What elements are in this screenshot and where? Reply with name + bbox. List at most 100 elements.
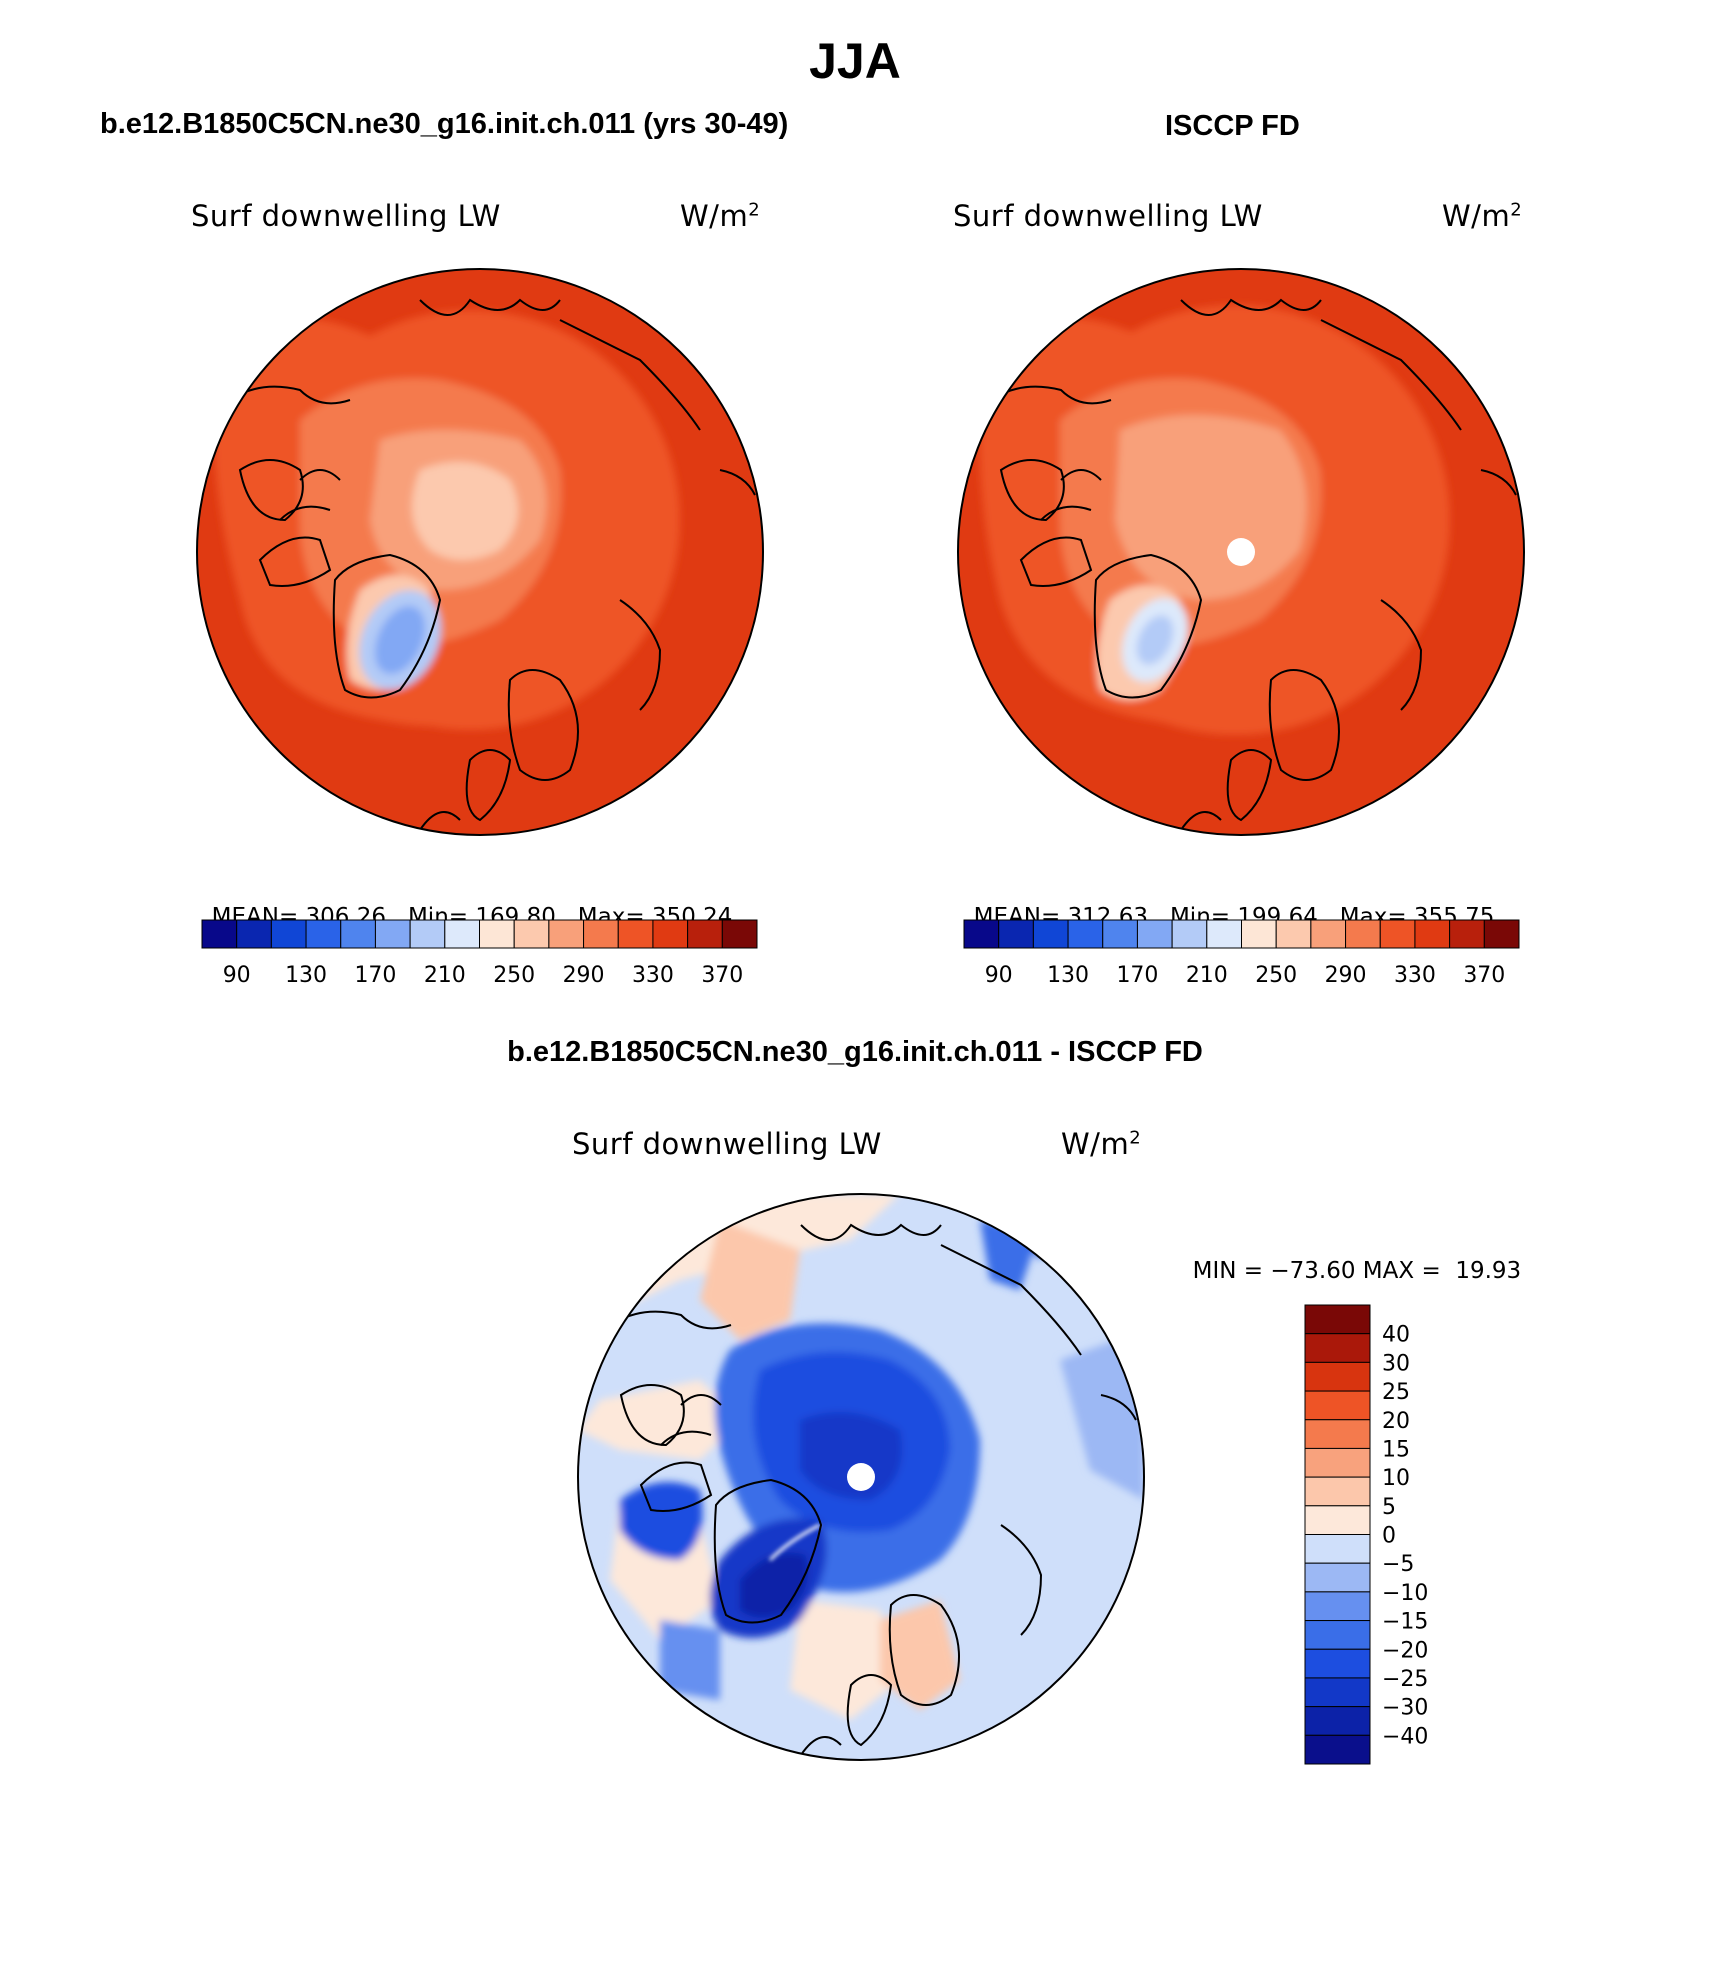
colorbar1-swatch [652, 919, 689, 949]
colorbar3-swatch [1304, 1562, 1371, 1593]
colorbar2-swatch [1275, 919, 1312, 949]
colorbar2-swatch [1102, 919, 1138, 949]
colorbar1-swatch [305, 919, 342, 949]
colorbar3-tick-label: 20 [1382, 1409, 1410, 1434]
map1-border [196, 268, 764, 836]
colorbar3-tick-label: −10 [1382, 1581, 1428, 1606]
colorbar1-swatch [236, 919, 272, 949]
colorbar2-swatch [998, 919, 1034, 949]
colorbar2-swatch [1032, 919, 1069, 949]
colorbar3-swatch [1304, 1333, 1371, 1363]
map1-field [197, 269, 763, 835]
colorbar3-tick-label: 15 [1382, 1437, 1410, 1462]
map-panel2 [957, 268, 1525, 836]
map-panel1 [196, 268, 764, 836]
colorbar1-tick-label: 170 [354, 963, 396, 988]
map2-border [957, 268, 1525, 836]
colorbar3-swatch [1304, 1476, 1371, 1507]
colorbar2-swatch [1136, 919, 1173, 949]
colorbar2-tick-label: 330 [1394, 963, 1436, 988]
map3-coastlines [610, 1223, 1137, 1756]
panel2-units-label: W/m2 [1442, 199, 1522, 233]
colorbar3-swatch [1304, 1620, 1371, 1650]
panel3-units-label: W/m2 [1061, 1127, 1141, 1161]
colorbar3-tick-label: 5 [1382, 1495, 1396, 1520]
colorbar-panel2: 90 130 170 210 250 290 330 370 [963, 919, 1520, 988]
colorbar2-tick-label: 90 [985, 963, 1013, 988]
colorbar-diff: 40 30 25 20 15 10 5 0 −5 −10 −15 −20 −25 −30 −40 [1304, 1304, 1428, 1765]
figure-title: JJA [809, 33, 901, 89]
colorbar1-tick-label: 210 [424, 963, 466, 988]
colorbar3-swatch [1304, 1706, 1371, 1736]
colorbar1-swatch [201, 919, 238, 949]
map3-pole-hole [847, 1463, 875, 1491]
colorbar1-tick-label: 250 [493, 963, 535, 988]
panel2-units: W/m [1442, 199, 1511, 233]
colorbar1-tick-label: 130 [285, 963, 327, 988]
panel3-max: 19.93 [1455, 1258, 1522, 1284]
panel3-variable-label: Surf downwelling LW [572, 1127, 882, 1161]
map3-border [577, 1193, 1145, 1761]
panel1-units-label: W/m2 [680, 199, 760, 233]
colorbar1-swatch [374, 919, 411, 949]
colorbar1-swatch [617, 919, 654, 949]
colorbar1-swatch [687, 919, 723, 949]
colorbar3-swatch [1304, 1677, 1371, 1708]
colorbar2-swatch [1449, 919, 1485, 949]
panel1-variable-label: Surf downwelling LW [191, 199, 501, 233]
colorbar1-swatch [583, 919, 619, 949]
panel2-variable-label: Surf downwelling LW [953, 199, 1263, 233]
map2-pole-hole [1227, 538, 1255, 566]
colorbar2-swatch [1310, 919, 1347, 949]
panel2-units-exp: 2 [1510, 199, 1523, 221]
colorbar1-tick-label: 90 [223, 963, 251, 988]
colorbar3-tick-label: 25 [1382, 1380, 1410, 1405]
panel3-min: −73.60 [1270, 1258, 1356, 1284]
colorbar3-swatch [1304, 1505, 1371, 1535]
colorbar3-tick-label: −25 [1382, 1667, 1428, 1692]
panel3-header: b.e12.B1850C5CN.ne30_g16.init.ch.011 - I… [507, 1036, 1203, 1068]
panel3-max-label: MAX = [1362, 1258, 1441, 1284]
colorbar3-swatch [1304, 1419, 1371, 1449]
colorbar3-tick-label: 10 [1382, 1466, 1410, 1491]
colorbar2-tick-label: 210 [1186, 963, 1228, 988]
panel3-stats: MIN = −73.60 MAX = 19.93 [1178, 1232, 1522, 1284]
colorbar1-swatch [409, 919, 446, 949]
colorbar3-swatch [1304, 1534, 1371, 1564]
colorbar1-tick-label: 370 [701, 963, 743, 988]
panel3-units: W/m [1061, 1127, 1130, 1161]
colorbar1-swatch [340, 919, 376, 949]
panel1-header: b.e12.B1850C5CN.ne30_g16.init.ch.011 (yr… [100, 108, 789, 140]
colorbar1-tick-label: 290 [563, 963, 605, 988]
colorbar3-swatch [1304, 1734, 1371, 1765]
colorbar3-tick-label: −40 [1382, 1724, 1428, 1749]
colorbar3-swatch [1304, 1390, 1371, 1421]
colorbar2-tick-label: 370 [1463, 963, 1505, 988]
colorbar3-tick-label: 30 [1382, 1351, 1410, 1376]
colorbar2-swatch [963, 919, 1000, 949]
colorbar1-swatch [721, 919, 758, 949]
colorbar1-swatch [548, 919, 585, 949]
colorbar1-tick-label: 330 [632, 963, 674, 988]
map2-field [958, 269, 1524, 835]
colorbar3-tick-label: −5 [1382, 1552, 1414, 1577]
colorbar3-tick-label: −30 [1382, 1696, 1428, 1721]
colorbar2-swatch [1067, 919, 1104, 949]
colorbar3-swatch [1304, 1447, 1371, 1478]
colorbar2-swatch [1241, 919, 1277, 949]
map3-field [578, 1194, 1144, 1720]
colorbar3-swatch [1304, 1648, 1371, 1679]
colorbar2-swatch [1171, 919, 1208, 949]
map-panel3 [577, 1193, 1145, 1761]
panel3-units-exp: 2 [1129, 1127, 1142, 1149]
colorbar2-swatch [1206, 919, 1242, 949]
panel1-units: W/m [680, 199, 749, 233]
panel2-header: ISCCP FD [1165, 110, 1300, 142]
colorbar3-tick-label: 40 [1382, 1323, 1410, 1348]
colorbar2-tick-label: 250 [1255, 963, 1297, 988]
colorbar1-swatch [513, 919, 550, 949]
colorbar3-swatch [1304, 1304, 1371, 1335]
colorbar2-tick-label: 130 [1047, 963, 1089, 988]
panel1-units-exp: 2 [748, 199, 761, 221]
